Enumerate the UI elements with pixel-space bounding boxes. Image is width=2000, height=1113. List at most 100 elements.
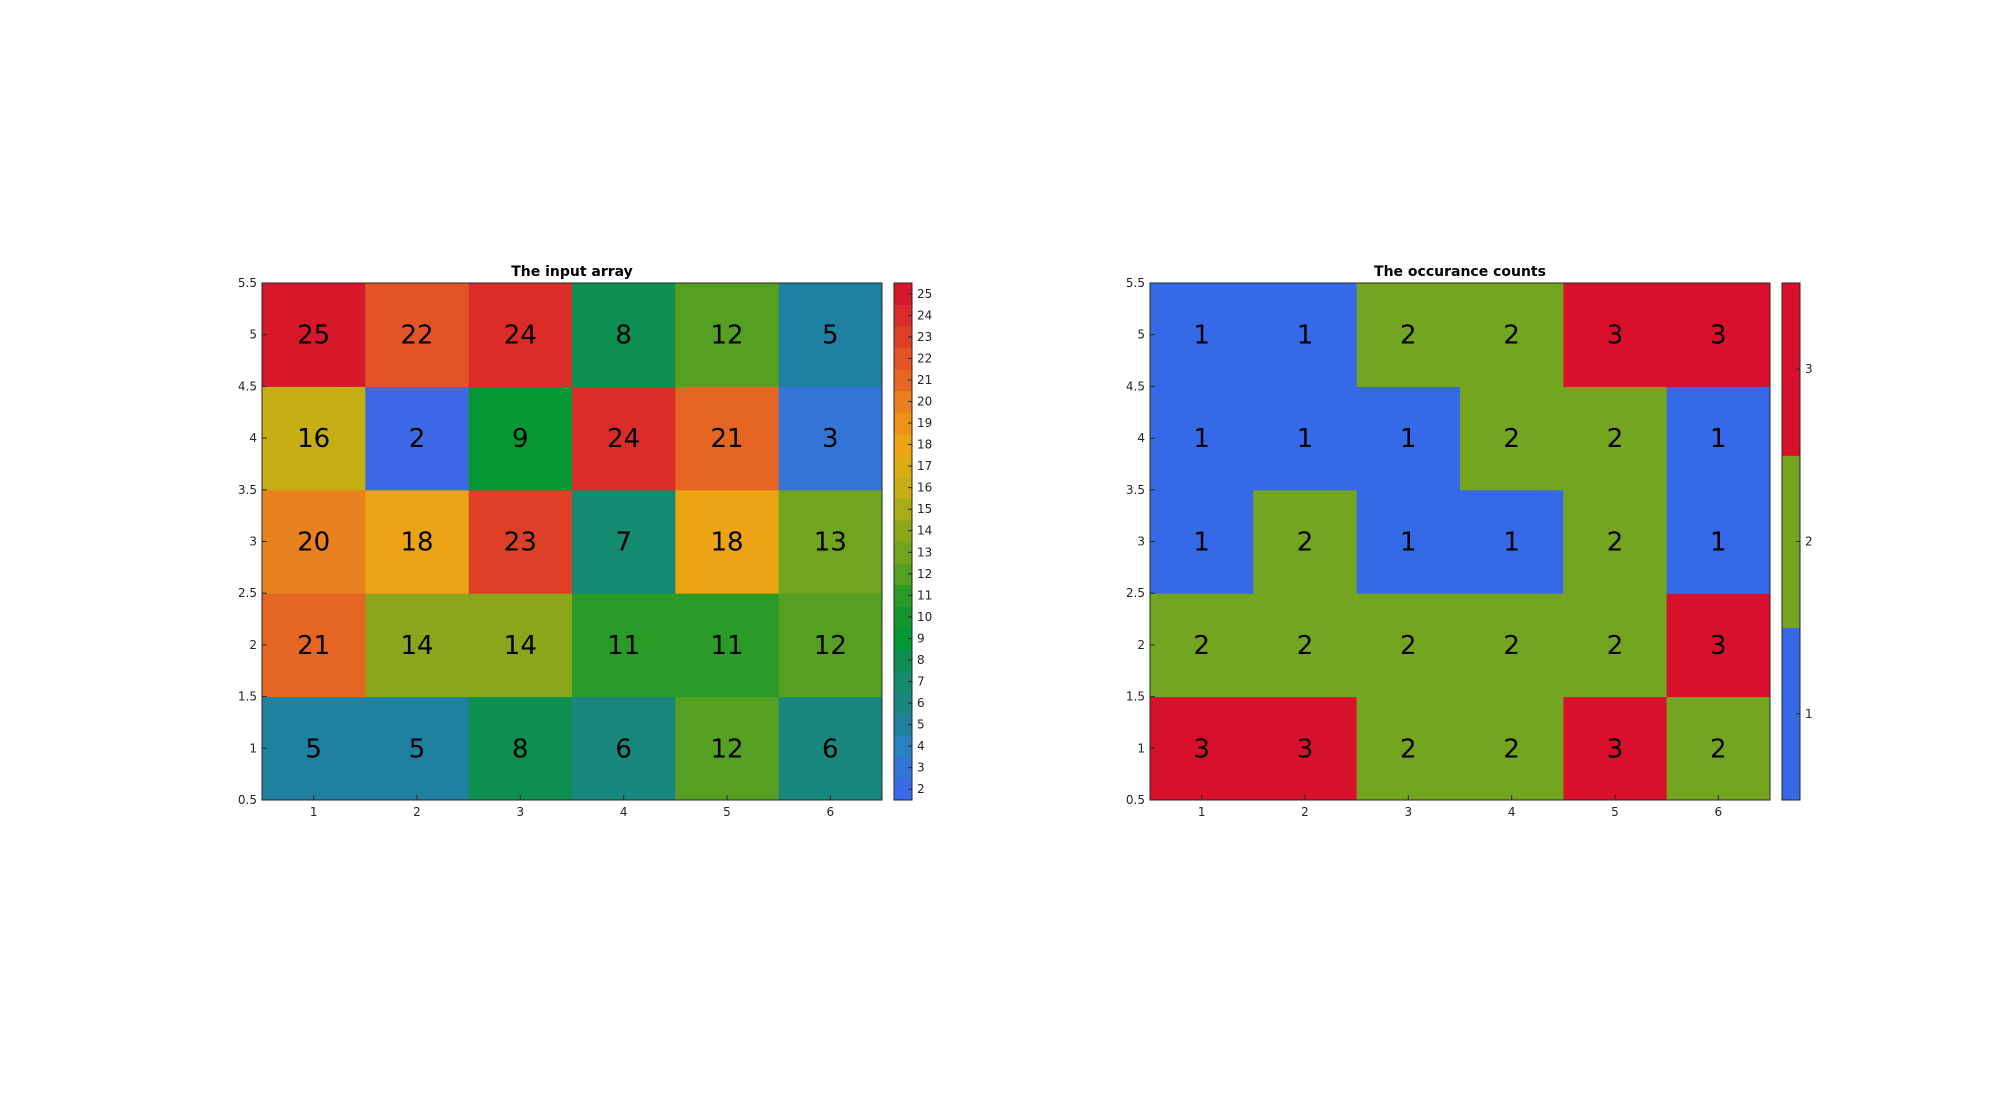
heatmap-cell xyxy=(675,696,780,801)
colorbar-segment xyxy=(894,326,912,349)
colorbar-tick-label: 3 xyxy=(1805,362,1813,376)
cell-value: 8 xyxy=(512,734,529,764)
plot-frame xyxy=(261,282,883,801)
cell-value: 2 xyxy=(1400,734,1417,764)
y-axis: 0.5 1 1.5 2 2.5 3 3.5 4 4.5 5 5.5 xyxy=(1126,276,1155,807)
colorbar-tick-label: 15 xyxy=(917,502,932,516)
heatmap-cell xyxy=(1150,283,1254,387)
cell-value: 2 xyxy=(1297,528,1314,558)
heatmap-cell xyxy=(778,593,883,698)
heatmap-cell xyxy=(778,283,883,387)
x-tick-label: 2 xyxy=(1301,805,1309,819)
y-tick-label: 3 xyxy=(249,535,257,549)
colorbar-segment xyxy=(894,606,912,629)
colorbar-segment xyxy=(894,283,912,306)
cell-value: 13 xyxy=(814,528,847,558)
cell-value: 5 xyxy=(305,734,322,764)
cell-value: 6 xyxy=(822,734,839,764)
heatmap-cell xyxy=(262,696,366,801)
heatmap-cell xyxy=(1666,386,1771,491)
heatmap-cell xyxy=(365,386,470,491)
colorbar-segment xyxy=(894,756,912,779)
colorbar: 1 2 3 xyxy=(1781,282,1813,801)
colorbar-tick-label: 8 xyxy=(917,653,925,667)
colorbar-tick-label: 2 xyxy=(1805,535,1813,549)
y-tick-label: 0.5 xyxy=(1126,793,1145,807)
y-tick-label: 4 xyxy=(249,431,257,445)
colorbar-segment xyxy=(894,498,912,521)
colorbar-segment xyxy=(894,455,912,478)
cell-value: 2 xyxy=(1400,631,1417,661)
heatmap-cell xyxy=(1150,696,1254,801)
y-tick-label: 1 xyxy=(1137,741,1145,755)
colorbar-segment xyxy=(894,692,912,715)
plot-frame xyxy=(1149,282,1771,801)
heatmap-cell xyxy=(1563,489,1668,594)
colorbar-tick-label: 1 xyxy=(1805,707,1813,721)
cell-value: 3 xyxy=(1607,734,1624,764)
colorbar-segment xyxy=(894,627,912,650)
x-tick-label: 4 xyxy=(620,805,628,819)
cell-value: 5 xyxy=(822,321,839,351)
cell-value: 2 xyxy=(1607,424,1624,454)
colorbar-tick-label: 2 xyxy=(917,782,925,796)
heatmap-cell xyxy=(365,593,470,698)
cell-value: 3 xyxy=(1710,321,1727,351)
cell-value: 12 xyxy=(710,321,743,351)
y-tick-label: 1.5 xyxy=(1126,690,1145,704)
heatmap-cell xyxy=(1563,283,1668,387)
cell-value: 14 xyxy=(504,631,537,661)
x-tick-label: 6 xyxy=(827,805,835,819)
heatmap-cell xyxy=(468,283,573,387)
heatmap-cell xyxy=(1356,386,1461,491)
heatmap-cell xyxy=(1356,593,1461,698)
heatmap-cell xyxy=(1253,593,1358,698)
colorbar-tick-label: 20 xyxy=(917,394,932,408)
colorbar-segment xyxy=(894,433,912,456)
heatmap-cell xyxy=(468,696,573,801)
cell-value: 1 xyxy=(1400,528,1417,558)
heatmap-cell xyxy=(1460,593,1564,698)
cell-value: 2 xyxy=(1607,631,1624,661)
cell-value: 2 xyxy=(1503,734,1520,764)
heatmap-cell xyxy=(1460,696,1564,801)
x-tick-label: 4 xyxy=(1508,805,1516,819)
cell-value: 25 xyxy=(297,321,330,351)
cell-value: 8 xyxy=(615,321,632,351)
cell-value: 12 xyxy=(710,734,743,764)
occurance-counts-heatmap: The occurance counts 3 3 2 2 3 22 2 2 2 2 31 2 1 1 2 11… xyxy=(1126,264,1813,819)
cell-value: 3 xyxy=(822,424,839,454)
cell-value: 18 xyxy=(400,528,433,558)
cell-value: 16 xyxy=(297,424,330,454)
cell-value: 2 xyxy=(1297,631,1314,661)
y-tick-label: 4 xyxy=(1137,431,1145,445)
cell-value: 24 xyxy=(607,424,640,454)
heatmap-cell xyxy=(1563,696,1668,801)
heatmap-cell xyxy=(778,696,883,801)
y-tick-label: 2 xyxy=(249,638,257,652)
cell-value: 3 xyxy=(1297,734,1314,764)
y-tick-label: 0.5 xyxy=(238,793,257,807)
y-tick-label: 5.5 xyxy=(238,276,257,290)
colorbar-segment xyxy=(894,369,912,392)
heatmap-cell xyxy=(365,489,470,594)
colorbar-segment xyxy=(894,563,912,586)
cell-value: 1 xyxy=(1193,528,1210,558)
colorbar-segment xyxy=(1782,627,1800,801)
cell-value: 11 xyxy=(607,631,640,661)
cell-value: 6 xyxy=(615,734,632,764)
y-tick-label: 2.5 xyxy=(238,586,257,600)
cell-value: 2 xyxy=(409,424,426,454)
colorbar-tick-label: 4 xyxy=(917,739,925,753)
chart-title: The occurance counts xyxy=(1374,264,1546,280)
heatmap-cell xyxy=(468,593,573,698)
colorbar-segment xyxy=(894,304,912,327)
heatmap-cell xyxy=(1563,593,1668,698)
heatmap-cell xyxy=(1563,386,1668,491)
x-tick-label: 5 xyxy=(723,805,731,819)
colorbar-segment xyxy=(894,412,912,435)
cell-value: 21 xyxy=(297,631,330,661)
x-axis: 1 2 3 4 5 6 xyxy=(1198,795,1722,819)
